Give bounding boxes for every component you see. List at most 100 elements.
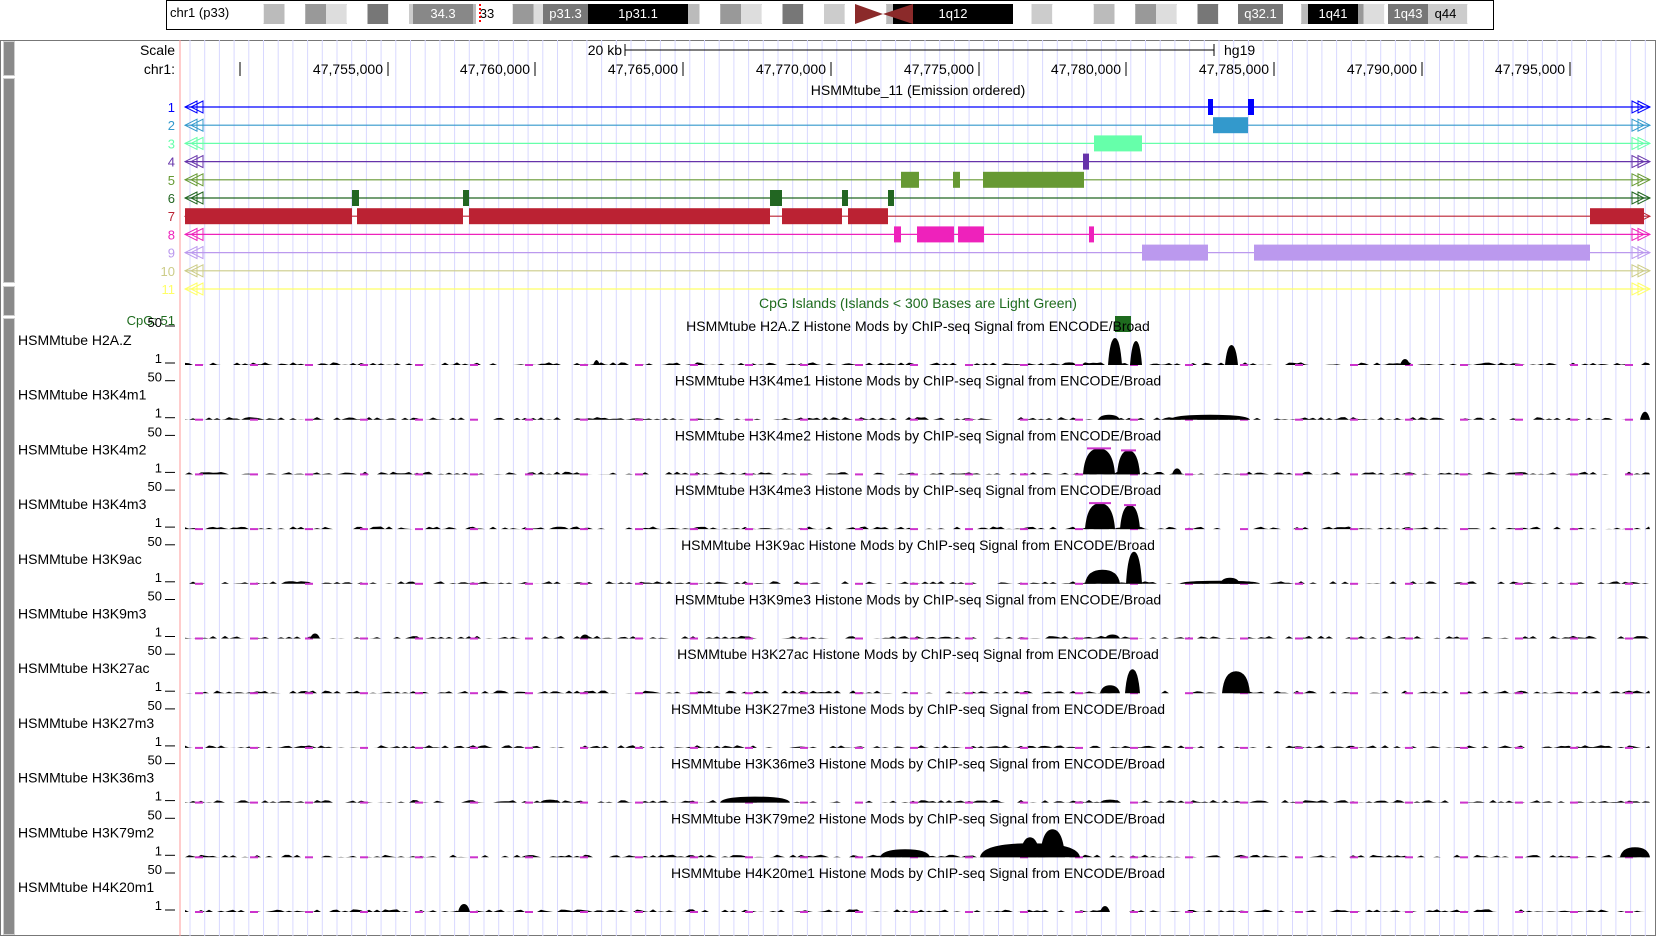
axis-min: 1 [155,625,162,640]
hmm-arrow-left [183,227,198,242]
signal-peak[interactable] [540,799,560,803]
ideogram-band [720,4,741,24]
hmm-segment[interactable] [1142,244,1208,261]
ideogram-band-8 [1428,4,1463,24]
signal-side-button[interactable] [3,318,15,935]
signal-peak[interactable] [1222,671,1250,694]
axis-min: 1 [155,570,162,585]
signal-peak[interactable] [310,633,320,639]
track-image[interactable]: Scale 20 kb hg19 chr1: 47,755,000 47,760,000 4… [0,40,1656,936]
hmm-arrow-right [1637,191,1652,205]
signal-track-title: HSMMtube H3K4me1 Histone Mods by ChIP-se… [675,373,1161,389]
hmm-segment[interactable] [1248,99,1254,115]
ruler-side-button[interactable] [3,41,15,76]
hmm-segment[interactable] [1213,117,1248,134]
hmm-segment[interactable] [782,208,842,225]
hmm-arrow-left [183,245,198,260]
hmm-segment[interactable] [888,190,894,206]
hmm-segment[interactable] [1208,99,1213,115]
signal-peak[interactable] [720,796,790,803]
cpg-track-title: CpG Islands (Islands < 300 Bases are Lig… [759,295,1077,311]
signal-peak[interactable] [1620,847,1650,858]
signal-peak[interactable] [1400,359,1410,365]
hmm-segment[interactable] [848,208,888,225]
signal-peak[interactable] [593,360,600,365]
hmm-state-label: 8 [168,227,175,242]
signal-peak[interactable] [1120,505,1140,530]
axis-max: 50 [148,534,162,549]
cpg-side-button[interactable] [3,286,15,316]
hmm-segment[interactable] [1089,226,1094,243]
ideogram-bands[interactable]: 34.3 33 p31.3 1p31.1 1q12 q32.1 1q41 1q43 q44 [243,4,1488,24]
signal-peak[interactable] [580,634,590,639]
hmm-arrow-left [189,245,204,260]
hmm-segment[interactable] [958,226,984,243]
axis-min: 1 [155,406,162,421]
signal-peak[interactable] [1170,414,1250,420]
cpg-label: CpG: 51 [127,313,175,328]
ruler-tick-label: 47,765,000 [608,61,678,77]
hmm-segment[interactable] [901,171,919,188]
signal-peak[interactable] [1126,551,1142,584]
hmm-segment[interactable] [185,208,352,225]
signal-track-label: HSMMtube H3K4m3 [18,496,147,512]
signal-peak[interactable] [1040,829,1065,858]
hmm-segment[interactable] [1094,135,1142,152]
signal-peak[interactable] [1130,341,1142,365]
signal-peak[interactable] [1108,338,1122,365]
signal-peak[interactable] [1225,345,1238,365]
signal-peak[interactable] [1083,448,1115,475]
band-label: p31.3 [549,6,582,21]
signal-track-title: HSMMtube H3K27me3 Histone Mods by ChIP-s… [671,701,1165,717]
hmm-state-label: 4 [168,155,175,170]
hmm-segment[interactable] [842,190,848,206]
ideogram-band-3 [588,4,688,24]
signal-peak[interactable] [1172,468,1182,475]
hmm-arrow-left [183,154,198,169]
hmm-segment[interactable] [1083,153,1089,170]
signal-track-title: HSMMtube H3K79me2 Histone Mods by ChIP-s… [671,810,1165,826]
hmm-segment[interactable] [770,190,782,206]
hmm-arrow-right [1631,154,1646,169]
ruler-tick-label: 47,780,000 [1051,61,1121,77]
centromere-right [883,4,913,24]
signal-peak[interactable] [1100,906,1110,912]
signal-peak[interactable] [1100,685,1120,694]
hmm-side-button[interactable] [3,78,15,283]
signal-peak[interactable] [1125,669,1140,694]
cpg-island[interactable] [1115,316,1131,332]
hmm-segment[interactable] [469,208,770,225]
axis-max: 50 [148,807,162,822]
hmm-segment[interactable] [1254,244,1590,261]
hmm-segment[interactable] [894,226,901,243]
hmm-segment[interactable] [1590,208,1644,225]
hmm-arrow-right [1637,227,1652,242]
band-label: q44 [1435,6,1457,21]
signal-peak[interactable] [1640,411,1650,420]
signal-peak[interactable] [1100,799,1120,803]
signal-peak[interactable] [880,849,930,858]
ideogram-band-7 [1388,4,1428,24]
hmm-segment[interactable] [983,171,1084,188]
signal-peak[interactable] [1180,580,1260,584]
hmm-segment[interactable] [917,226,954,243]
hmm-state-label: 5 [168,173,175,188]
signal-peak[interactable] [458,904,470,912]
signal-peak[interactable] [1117,450,1140,475]
signal-peak[interactable] [1020,837,1040,858]
signal-noise [185,417,1650,420]
hmm-segment[interactable] [463,190,469,206]
signal-peak[interactable] [1098,414,1120,420]
signal-track-title: HSMMtube H3K36me3 Histone Mods by ChIP-s… [671,756,1165,772]
axis-max: 50 [148,424,162,439]
hmm-segment[interactable] [352,190,359,206]
signal-peak[interactable] [1085,569,1120,584]
hmm-segment[interactable] [953,171,960,188]
ruler-tick-label: 47,770,000 [756,61,826,77]
axis-min: 1 [155,789,162,804]
ideogram-band-2 [543,4,588,24]
signal-peak[interactable] [1105,634,1120,639]
centromere-left [855,4,883,24]
signal-peak[interactable] [1085,503,1115,530]
hmm-segment[interactable] [357,208,463,225]
